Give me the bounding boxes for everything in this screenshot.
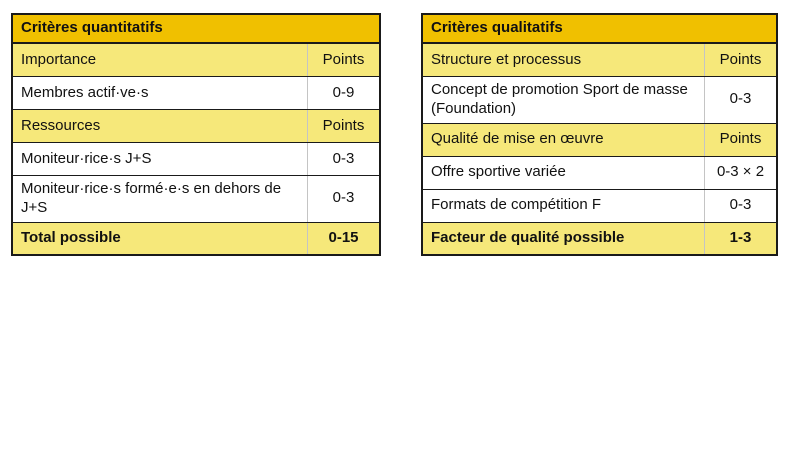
row-label: Concept de promotion Sport de masse (Fou… (423, 77, 705, 123)
table-row: Moniteur·rice·s formé·e·s en dehors de J… (13, 176, 379, 223)
table-row-subheader: Ressources Points (13, 110, 379, 143)
table-row: Formats de compétition F 0-3 (423, 189, 776, 223)
table-title: Critères quantitatifs (13, 15, 379, 44)
table-row: Concept de promotion Sport de masse (Fou… (423, 77, 776, 124)
row-value: Points (719, 130, 762, 148)
row-value: 0-9 (332, 83, 355, 101)
row-label: Membres actif·ve·s (13, 77, 308, 109)
row-label: Facteur de qualité possible (423, 222, 705, 254)
row-value: 0-15 (328, 228, 359, 246)
row-label: Moniteur·rice·s J+S (13, 143, 308, 175)
table-criteres-qualitatifs: Critères qualitatifs Structure et proces… (421, 13, 778, 256)
row-value: Points (322, 50, 365, 68)
row-value: Points (322, 116, 365, 134)
row-value: 1-3 (729, 228, 752, 246)
row-label: Total possible (13, 222, 308, 254)
row-label: Offre sportive variée (423, 156, 705, 189)
table-row: Offre sportive variée 0-3 × 2 (423, 156, 776, 190)
row-label: Ressources (13, 110, 308, 142)
table-row-total: Facteur de qualité possible 1-3 (423, 222, 776, 254)
row-value: 0-3 (332, 149, 355, 167)
table-row: Membres actif·ve·s 0-9 (13, 77, 379, 110)
table-row-subheader: Qualité de mise en œuvre Points (423, 123, 776, 157)
row-label: Structure et processus (423, 44, 705, 76)
row-value: 0-3 × 2 (716, 163, 765, 181)
row-label: Importance (13, 44, 308, 76)
row-label: Formats de compétition F (423, 189, 705, 222)
table-row-subheader: Structure et processus Points (423, 44, 776, 77)
row-value: 0-3 (729, 196, 752, 214)
table-row: Moniteur·rice·s J+S 0-3 (13, 143, 379, 176)
table-title: Critères qualitatifs (423, 15, 776, 44)
row-value: 0-3 (729, 90, 752, 108)
row-value: Points (719, 50, 762, 68)
table-row-total: Total possible 0-15 (13, 222, 379, 254)
table-row-subheader: Importance Points (13, 44, 379, 77)
row-label: Moniteur·rice·s formé·e·s en dehors de J… (13, 176, 308, 222)
table-criteres-quantitatifs: Critères quantitatifs Importance Points … (11, 13, 381, 256)
row-value: 0-3 (332, 189, 355, 207)
row-label: Qualité de mise en œuvre (423, 123, 705, 156)
